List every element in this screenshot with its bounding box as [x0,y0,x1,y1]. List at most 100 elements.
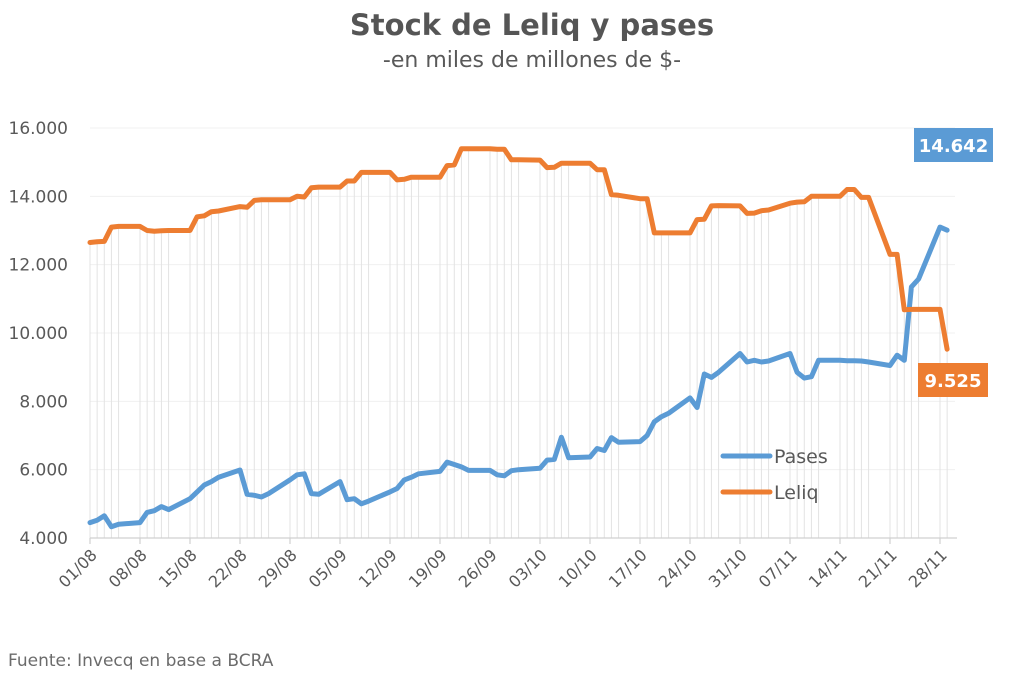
data-point-pases [645,433,650,438]
data-point-leliq [409,175,414,180]
data-point-leliq [245,205,250,210]
data-point-leliq [238,204,243,209]
data-point-leliq [545,165,550,170]
data-point-leliq [638,196,643,201]
data-point-pases [202,483,207,488]
data-point-leliq [552,165,557,170]
callout-label-leliq: 9.525 [925,371,982,392]
data-point-pases [809,374,814,379]
data-point-leliq [116,224,121,229]
data-point-pases [88,520,93,525]
y-tick-label: 4.000 [19,529,68,549]
data-point-pases [695,405,700,410]
data-point-leliq [916,307,921,312]
data-point-leliq [459,146,464,151]
data-point-leliq [195,214,200,219]
callout-label-pases: 14.642 [919,136,988,157]
data-point-leliq [288,197,293,202]
data-point-pases [602,448,607,453]
data-point-leliq [252,198,257,203]
data-point-pases [259,495,264,500]
data-point-leliq [788,201,793,206]
data-point-leliq [109,225,114,230]
data-point-leliq [202,213,207,218]
legend: Pases Leliq [720,446,828,504]
data-point-pases [495,472,500,477]
data-point-pases [195,489,200,494]
data-point-leliq [695,217,700,222]
series-line-pases [87,224,950,530]
data-point-pases [252,493,257,498]
data-point-pases [916,277,921,282]
data-point-leliq [759,208,764,213]
data-point-leliq [495,147,500,152]
data-point-pases [416,471,421,476]
data-point-pases [152,508,157,513]
data-point-pases [766,359,771,364]
data-point-leliq [766,208,771,213]
data-point-pases [338,479,343,484]
data-point-pases [588,455,593,460]
data-point-leliq [138,224,143,229]
x-tick-label: 19/09 [405,545,451,591]
data-point-leliq [609,192,614,197]
data-point-leliq [666,230,671,235]
data-point-leliq [259,197,264,202]
data-point-pases [109,524,114,529]
data-point-pases [652,419,657,424]
data-point-pases [852,358,857,363]
data-point-pases [288,477,293,482]
callout-box-leliq [918,363,988,397]
data-point-pases [595,446,600,451]
data-point-leliq [416,175,421,180]
data-point-pases [702,372,707,377]
data-point-pases [509,468,514,473]
data-point-pases [945,228,950,233]
data-point-pases [552,457,557,462]
data-point-leliq [95,239,100,244]
data-point-pases [209,479,214,484]
y-tick-label: 6.000 [19,461,68,481]
grid-layer [90,127,955,471]
data-point-leliq [352,178,357,183]
data-point-pases [309,491,314,496]
data-point-pases [902,358,907,363]
data-point-leliq [216,209,221,214]
data-point-pases [302,471,307,476]
series-line-leliq [87,146,950,352]
data-point-pases [559,435,564,440]
data-point-leliq [302,195,307,200]
data-point-pases [802,376,807,381]
data-point-leliq [88,240,93,245]
chart-title: Stock de Leliq y pases [349,8,715,42]
source-note: Fuente: Invecq en base a BCRA [8,651,274,671]
data-point-pases [788,351,793,356]
data-point-leliq [738,203,743,208]
data-point-pases [909,284,914,289]
legend-label-pases: Pases [774,446,828,468]
y-tick-label: 12.000 [9,256,68,276]
data-point-pases [609,435,614,440]
x-tick-label: 03/10 [505,545,551,591]
data-point-leliq [102,239,107,244]
data-point-leliq [445,163,450,168]
data-point-pases [159,504,164,509]
data-point-leliq [795,200,800,205]
data-point-leliq [316,185,321,190]
data-point-pases [752,358,757,363]
data-point-leliq [702,217,707,222]
data-point-leliq [852,187,857,192]
legend-label-leliq: Leliq [774,482,819,504]
data-point-pases [459,464,464,469]
data-point-leliq [652,230,657,235]
data-point-pases [95,518,100,523]
data-point-leliq [688,230,693,235]
data-point-pases [709,375,714,380]
data-point-pases [816,358,821,363]
data-point-leliq [895,252,900,257]
data-point-leliq [659,230,664,235]
data-point-pases [316,492,321,497]
y-tick-label: 16.000 [9,119,68,139]
data-point-pases [545,458,550,463]
data-point-leliq [516,157,521,162]
